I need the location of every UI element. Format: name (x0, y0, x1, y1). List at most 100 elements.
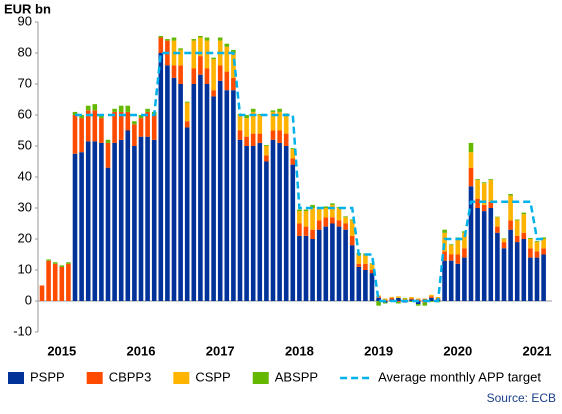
bar-segment (165, 65, 170, 302)
bar-segment (66, 263, 71, 301)
bar-segment (343, 216, 348, 218)
bar-segment (204, 68, 210, 84)
bar-segment (541, 237, 546, 239)
bar-segment (118, 139, 124, 301)
bar-segment (316, 220, 322, 230)
bar-segment (442, 232, 447, 252)
bar-segment (343, 229, 348, 301)
bar-segment (132, 121, 137, 125)
bar-segment (343, 223, 348, 230)
bar-segment (435, 296, 441, 299)
bar-segment (250, 146, 256, 301)
x-tick-label: 2016 (127, 343, 156, 358)
bar-segment (409, 296, 414, 299)
bar-segment (297, 211, 302, 224)
bar-segment (303, 226, 309, 236)
bar-segment (508, 229, 513, 301)
bar-segment (290, 158, 296, 165)
bar-segment (250, 133, 256, 146)
bar-segment (396, 296, 401, 298)
y-tick-label: 90 (18, 13, 32, 28)
bar-segment (356, 266, 362, 301)
bar-segment (501, 239, 507, 243)
bar-segment (409, 299, 414, 301)
bar-segment (178, 65, 183, 84)
bar-segment (79, 118, 84, 153)
bar-segment (151, 139, 157, 301)
bar-segment (310, 239, 315, 301)
bar-segment (132, 124, 137, 146)
bar-segment (468, 142, 474, 153)
bar-segment (495, 226, 500, 233)
bar-segment (224, 71, 230, 91)
bar-segment (396, 301, 401, 304)
bar-segment (250, 108, 256, 112)
bar-segment (521, 212, 527, 215)
bar-segment (270, 130, 276, 140)
y-tick-label: -10 (13, 323, 32, 338)
bar-segment (158, 35, 164, 38)
legend-label: CSPP (195, 369, 230, 384)
bar-segment (191, 68, 197, 84)
bar-segment (277, 108, 282, 112)
bar-segment (92, 141, 98, 301)
bar-segment (138, 136, 144, 301)
bar-segment (231, 53, 236, 78)
legend-swatch (252, 372, 269, 384)
bar-segment (112, 108, 117, 112)
bar-segment (244, 136, 249, 146)
bar-segment (138, 118, 144, 137)
bar-segment (198, 74, 203, 301)
bar-segment (475, 198, 480, 208)
bar-segment (264, 146, 269, 156)
bar-segment (99, 115, 104, 119)
bar-segment (528, 248, 533, 258)
bar-segment (310, 208, 315, 230)
bar-segment (237, 130, 243, 140)
bar-segment (481, 211, 487, 301)
bar-segment (217, 65, 223, 81)
bar-segment (534, 241, 540, 243)
bar-segment (264, 161, 269, 301)
bar-segment (244, 146, 249, 301)
bar-segment (46, 259, 51, 261)
bar-segment (125, 105, 131, 112)
bar-segment (72, 111, 78, 115)
legend-label: ABSPP (275, 369, 318, 384)
bar-segment (178, 49, 183, 66)
bar-segment (52, 263, 58, 301)
bar-segment (72, 115, 78, 154)
bar-segment (158, 53, 164, 301)
bar-segment (52, 262, 58, 264)
bar-segment (528, 257, 533, 301)
legend-label: Average monthly APP target (378, 369, 541, 384)
bar-segment (514, 219, 520, 221)
bar-segment (349, 245, 355, 301)
bar-segment (495, 217, 500, 227)
bar-segment (138, 115, 144, 119)
bar-segment (191, 40, 197, 69)
bar-segment (257, 114, 263, 115)
bar-segment (488, 201, 494, 208)
bar-segment (534, 242, 540, 252)
bar-segment (468, 186, 474, 301)
bar-segment (363, 270, 368, 301)
bar-segment (389, 297, 395, 300)
bar-segment (283, 133, 289, 146)
bar-segment (442, 251, 447, 261)
bar-segment (237, 139, 243, 301)
bar-segment (184, 121, 190, 128)
bar-segment (158, 37, 164, 53)
bar-segment (217, 37, 223, 41)
bar-segment (356, 254, 362, 264)
bar-segment (495, 216, 500, 218)
bar-segment (488, 179, 494, 181)
bar-segment (462, 248, 467, 258)
bar-segment (105, 139, 111, 143)
bar-segment (402, 297, 408, 299)
bar-segment (290, 149, 296, 159)
bar-segment (415, 304, 421, 306)
bar-segment (290, 148, 296, 150)
bar-segment (468, 152, 474, 168)
bar-segment (481, 204, 487, 212)
